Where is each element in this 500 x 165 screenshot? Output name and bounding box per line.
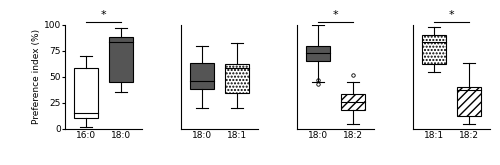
Bar	[225, 64, 250, 93]
Bar	[306, 46, 330, 61]
Bar	[340, 94, 365, 110]
Text: *: *	[448, 10, 454, 20]
Text: *: *	[332, 10, 338, 20]
Bar	[422, 35, 446, 64]
Bar	[74, 68, 98, 118]
Text: *: *	[101, 10, 106, 20]
Bar	[190, 63, 214, 89]
Y-axis label: Preference index (%): Preference index (%)	[32, 29, 41, 124]
Bar	[456, 87, 481, 116]
Bar	[109, 37, 134, 82]
